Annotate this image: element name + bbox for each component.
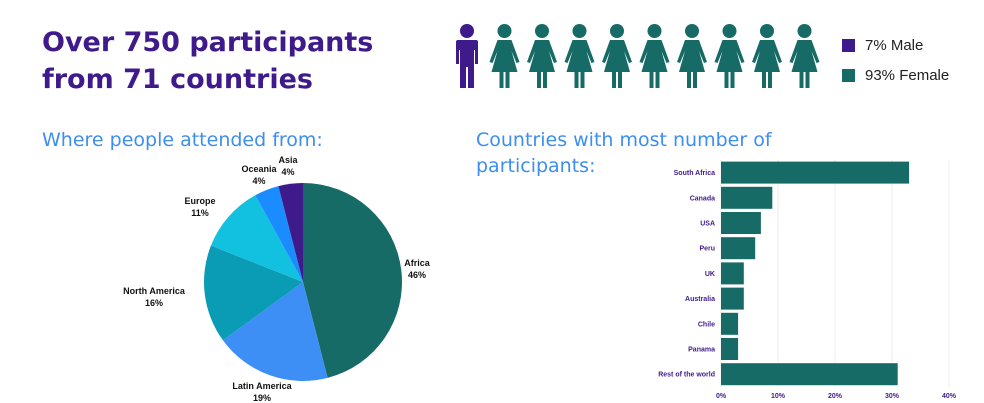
bar-south-africa [721, 161, 910, 184]
bar-x-tick-label: 10% [771, 393, 786, 400]
bar-chile [721, 312, 739, 335]
female-figure-icon [564, 24, 595, 88]
bar-panama [721, 338, 739, 360]
pie-label-asia: Asia [278, 155, 298, 165]
bar-section-title: Countries with most number of participan… [476, 129, 772, 177]
bar-uk [721, 262, 744, 285]
gender-figures [456, 24, 820, 88]
legend-swatch-female [842, 68, 855, 82]
legend-label-male: 7% Male [865, 36, 924, 54]
headline-line-2: from 71 countries [42, 64, 313, 95]
pie-label-latin-america: Latin America [232, 381, 292, 391]
legend-swatch-male [842, 38, 855, 52]
pie-label-north-america: North America [123, 286, 186, 296]
region-pie-chart: Africa 46% Latin America 19% North America 16… [123, 155, 431, 403]
pie-slice-oceania [255, 186, 303, 282]
male-figure-icon [456, 24, 478, 88]
pie-value-north-america: 16% [145, 298, 163, 308]
bar-category-label: Rest of the world [658, 372, 715, 379]
pie-section-title: Where people attended from: [42, 129, 323, 151]
country-bar-chart: 0% 10% 20% 30% 40% South Africa Canada USA Peru U… [658, 160, 957, 400]
legend-label-female: 93% Female [865, 66, 950, 84]
pie-slice-asia [278, 183, 303, 282]
bar-x-tick-label: 40% [942, 393, 957, 400]
female-figure-icon [527, 24, 557, 88]
pie-slice-africa [303, 183, 403, 378]
bar-category-label: Australia [685, 296, 715, 303]
female-figure-icon [752, 24, 782, 88]
bar-x-tick-label: 30% [885, 393, 900, 400]
bar-x-tick-label: 0% [716, 393, 727, 400]
pie-value-europe: 11% [191, 208, 209, 218]
female-figure-icon [789, 24, 820, 88]
legend-item-female: 93% Female [842, 60, 949, 90]
bar-category-label: Peru [699, 246, 715, 253]
bar-australia [721, 287, 744, 310]
female-figure-icon [677, 24, 707, 88]
pie-label-africa: Africa [404, 258, 431, 268]
female-figure-icon [489, 24, 520, 88]
bar-category-label: UK [705, 271, 715, 278]
female-figure-icon [639, 24, 670, 88]
headline-line-1: Over 750 participants [42, 27, 374, 58]
bar-category-label: Chile [698, 321, 715, 328]
legend-item-male: 7% Male [842, 30, 949, 60]
bar-usa [721, 212, 761, 234]
bar-x-tick-label: 20% [828, 393, 843, 400]
female-figure-icon [602, 24, 632, 88]
pie-slice-north-america [204, 245, 303, 341]
pie-value-africa: 46% [408, 270, 426, 280]
pie-value-latin-america: 19% [253, 393, 271, 403]
bar-category-label: South Africa [674, 170, 715, 177]
female-figure-icon [714, 24, 745, 88]
gender-legend: 7% Male 93% Female [842, 30, 949, 90]
pie-value-asia: 4% [281, 167, 294, 177]
bar-rest-of-the-world [721, 363, 898, 386]
bar-category-label: Canada [690, 195, 715, 202]
headline: Over 750 participants from 71 countries [42, 24, 373, 98]
pie-label-europe: Europe [184, 196, 215, 206]
pie-value-oceania: 4% [252, 176, 265, 186]
pie-label-oceania: Oceania [241, 164, 277, 174]
bar-peru [721, 237, 756, 260]
bar-category-label: Panama [688, 347, 715, 354]
pie-slice-europe [210, 195, 303, 282]
bar-canada [721, 186, 773, 209]
bar-category-label: USA [700, 221, 715, 228]
pie-slice-latin-america [222, 282, 328, 381]
